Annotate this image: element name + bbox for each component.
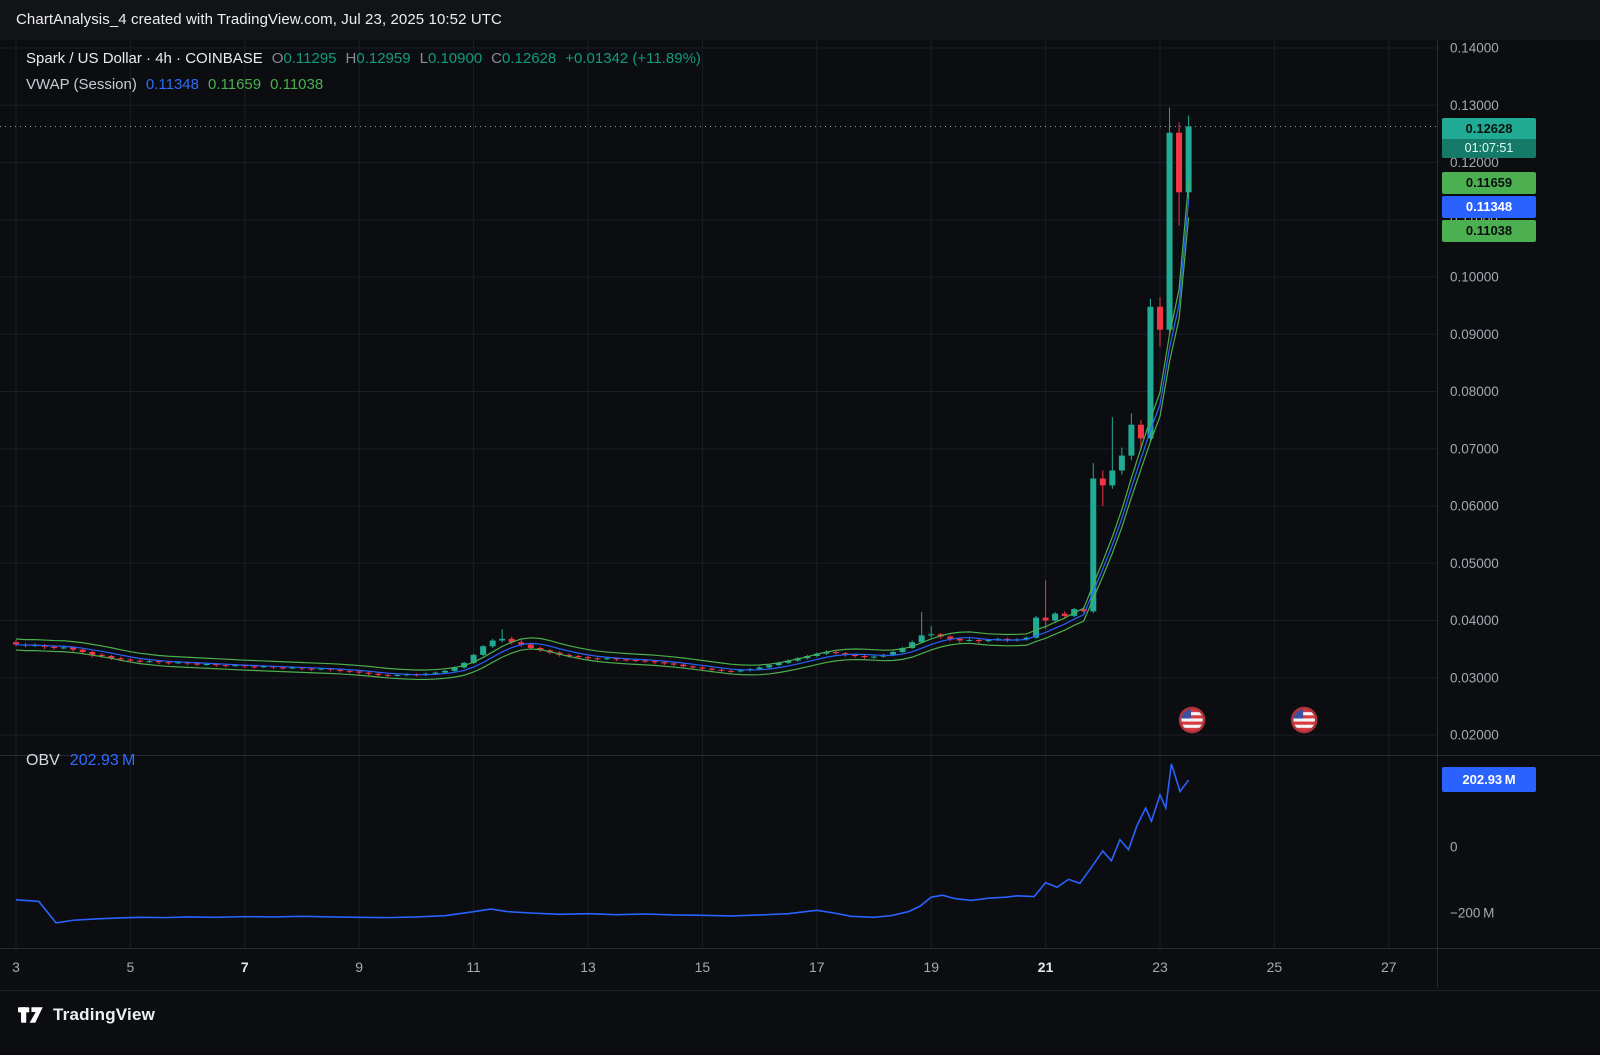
obv-axis-label: −200 M [1450,906,1494,921]
ohlc-open: O0.11295 [271,50,337,67]
ohlc-close: C0.12628 [491,50,557,67]
price-axis-label: 0.02000 [1450,728,1499,743]
price-axis-label: 0.09000 [1450,327,1499,342]
ohlc-high: H0.12959 [345,50,411,67]
symbol-legend[interactable]: Spark / US Dollar · 4h · COINBASE O0.112… [26,50,701,67]
price-axis-label: 0.13000 [1450,98,1499,113]
symbol-name[interactable]: Spark / US Dollar · 4h · COINBASE [26,50,263,67]
vwap-lower-value: 0.11038 [270,76,324,93]
price-axis-label: 0.12000 [1450,155,1499,170]
footer: TradingView [0,990,1600,1055]
price-axis-label: 0.10000 [1450,270,1499,285]
vwap-line [15,199,1190,676]
brand-name[interactable]: TradingView [53,1005,156,1024]
last-price-badge: 0.12628 01:07:51 [1442,118,1536,158]
vwap-legend[interactable]: VWAP (Session) 0.11348 0.11659 0.11038 [26,76,323,93]
vwap-upper-value: 0.11659 [207,76,262,93]
price-axis-label: 0.03000 [1450,670,1499,685]
price-axis-label: 0.14000 [1450,41,1499,56]
time-axis-label: 15 [695,959,711,975]
time-axis-label: 13 [580,959,596,975]
obv-value-badge: 202.93 M [1442,767,1536,792]
obv-legend[interactable]: OBV 202.93 M [26,752,135,770]
vwap-label: VWAP (Session) [26,76,137,93]
price-axis-label: 0.05000 [1450,556,1499,571]
vwap-upper-badge: 0.11659 [1442,172,1536,194]
grid-lines [0,40,1437,948]
vwap-lower-band-line [15,217,1190,681]
time-axis-label: 3 [12,959,20,975]
time-axis-label: 21 [1038,959,1054,975]
obv-axis-label: 0 [1450,840,1458,855]
obv-line [15,763,1190,924]
vwap-upper-band-line [15,181,1190,671]
price-scale[interactable]: 0.140000.130000.120000.110000.100000.090… [1450,41,1499,921]
time-axis-label: 7 [241,959,249,975]
ohlc-low: L0.10900 [419,50,483,67]
price-axis-label: 0.06000 [1450,499,1499,514]
vwap-badge: 0.11348 [1442,196,1536,218]
obv-label: OBV [26,752,60,769]
last-price-value: 0.12628 [1442,118,1536,139]
time-axis-label: 11 [466,959,481,975]
time-axis-label: 17 [809,959,825,975]
time-axis-label: 27 [1381,959,1397,975]
time-axis-label: 23 [1152,959,1168,975]
vwap-lower-badge: 0.11038 [1442,220,1536,242]
time-scale[interactable]: 3 5 7 9 11 13 15 17 19 21 23 25 27 [12,959,1397,975]
candlestick-series [13,107,1192,678]
time-axis-label: 9 [355,959,363,975]
time-axis-label: 25 [1267,959,1283,975]
bar-countdown: 01:07:51 [1442,139,1536,158]
tradingview-logo[interactable] [18,1002,44,1028]
us-flag-event-icon[interactable] [1178,706,1206,734]
chart-title: ChartAnalysis_4 created with TradingView… [16,11,502,28]
chart-canvas[interactable]: 0.140000.130000.120000.110000.100000.090… [0,40,1600,990]
price-axis-label: 0.04000 [1450,613,1499,628]
change-value: +0.01342 (+11.89%) [565,50,701,67]
vwap-value: 0.11348 [145,76,199,93]
time-axis-label: 5 [127,959,135,975]
obv-value: 202.93 M [69,752,136,769]
titlebar: ChartAnalysis_4 created with TradingView… [0,0,1600,40]
time-axis-label: 19 [923,959,939,975]
chart-plot[interactable]: 0.140000.130000.120000.110000.100000.090… [0,40,1600,990]
price-axis-label: 0.08000 [1450,384,1499,399]
us-flag-event-icon[interactable] [1290,706,1318,734]
price-axis-label: 0.07000 [1450,441,1499,456]
